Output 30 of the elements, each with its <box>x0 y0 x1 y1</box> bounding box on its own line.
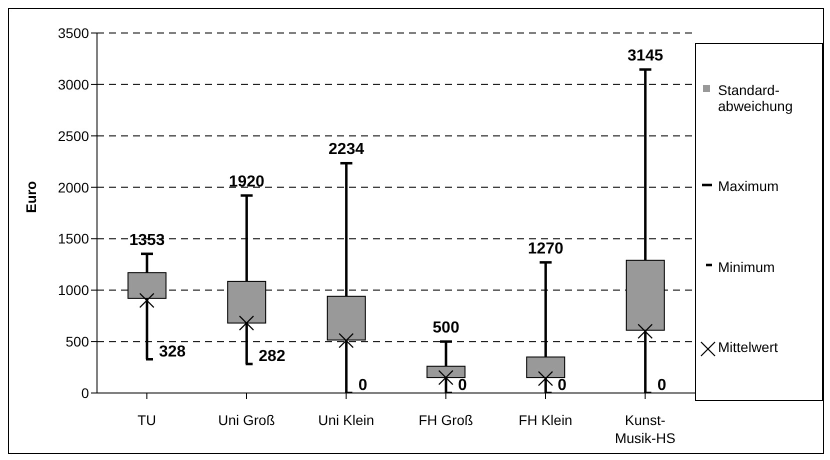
annotation: 3145 <box>628 48 664 65</box>
annotation: 0 <box>358 377 368 394</box>
y-tick-label: 0 <box>81 384 90 401</box>
y-tick-label: 2500 <box>58 128 90 144</box>
x-tick-label: TU <box>137 412 156 428</box>
annotation: 0 <box>657 377 666 394</box>
y-tick-label: 2000 <box>58 179 90 196</box>
legend-label: Standard-abweichung <box>718 82 793 114</box>
y-tick-label: 1000 <box>58 282 90 298</box>
text: Minimum <box>718 258 775 275</box>
y-tick-label: 3500 <box>58 24 90 41</box>
annotation: 0 <box>458 377 467 394</box>
y-tick-label: 1500 <box>58 230 90 247</box>
x-tick-label: FH Klein <box>518 412 572 428</box>
annotation: 500 <box>432 320 460 337</box>
annotation: 2234 <box>328 141 364 158</box>
legend-label: Mittelwert <box>718 339 778 356</box>
annotation: 1270 <box>528 240 564 258</box>
x-tick-label: Uni Groß <box>218 412 275 428</box>
annotation: 282 <box>258 348 286 365</box>
y-axis-title: Euro <box>22 181 39 213</box>
text: Maximum <box>718 178 779 194</box>
y-tick-label: 500 <box>66 334 90 350</box>
annotation: 0 <box>558 377 567 394</box>
x-tick-label: Kunst-Musik-HS <box>614 412 676 446</box>
annotation: 328 <box>159 343 186 360</box>
x-tick-label: FH Groß <box>418 412 474 428</box>
x-tick-label: Uni Klein <box>318 412 374 428</box>
annotation: 1920 <box>228 174 265 191</box>
y-tick-label: 3000 <box>58 76 90 92</box>
